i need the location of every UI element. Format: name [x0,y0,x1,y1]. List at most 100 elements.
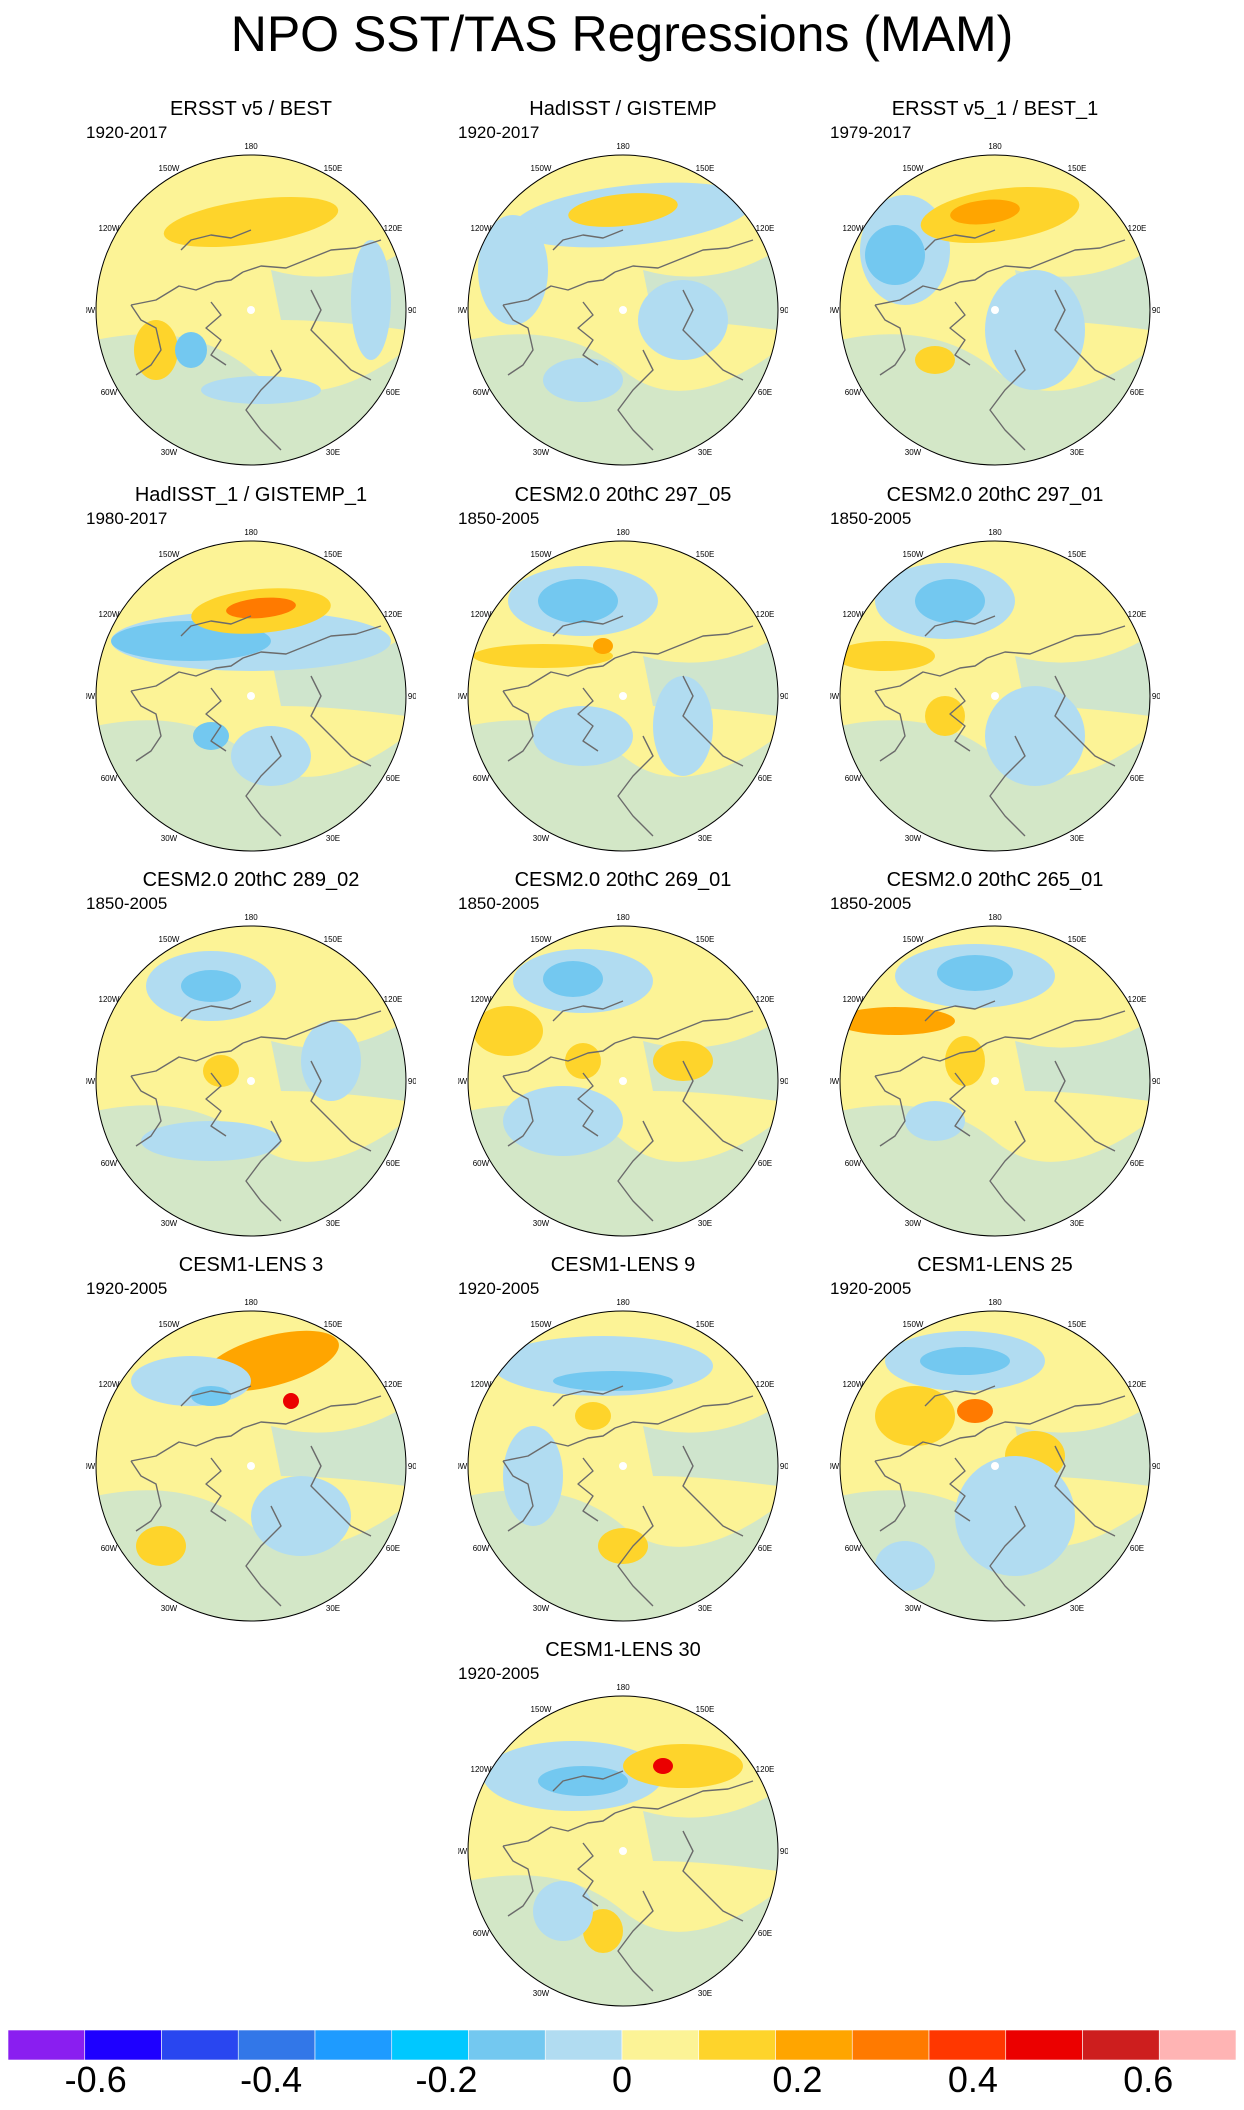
anomaly-region [271,1406,406,1486]
longitude-label: 150W [903,935,924,944]
map-panel: HadISST / GISTEMP 1920-2017 180 150E 120E 9… [458,97,788,467]
coastline [614,1780,754,1814]
longitude-label: 180 [244,142,258,151]
longitude-label: 90E [780,1847,788,1856]
pole-marker [247,1462,255,1470]
longitude-label: 180 [988,142,1002,151]
coastlines [130,229,382,451]
coastline [1054,1060,1116,1152]
anomaly-region [231,726,311,786]
map-border [467,1695,779,2007]
coastlines [502,229,754,451]
anomaly-region [136,1526,186,1566]
polar-map: 180150E120E90E60E30E030W60W90W120W150W [830,913,1160,1237]
colorbar-swatch [698,2030,776,2060]
longitude-label: 120E [384,610,403,619]
coastline [205,1457,227,1522]
anomaly-region [955,1456,1075,1576]
panel-period: 1850-2005 [458,509,540,528]
longitude-label: 30E [1070,834,1084,843]
longitude-label: 60W [101,1159,118,1168]
anomaly-region [478,215,548,325]
anomaly-region [985,270,1085,390]
longitude-label: 120E [756,995,775,1004]
anomaly-region [643,1791,778,1871]
coastline [874,657,988,692]
anomaly-region [643,1406,778,1486]
panel-period: 1920-2005 [458,1279,540,1298]
longitude-label: 30E [1070,1219,1084,1228]
longitude-label: 150W [159,935,180,944]
longitude-label: 120W [471,1765,492,1774]
panel-title: CESM2.0 20thC 297_05 [514,484,732,506]
coastline [552,1385,624,1407]
longitude-label: 30W [161,448,178,457]
polar-map: 180150E120E90E60E30E030W60W90W120W150W [830,1298,1160,1622]
coastline [577,687,599,752]
map-border [839,925,1151,1237]
anomaly-region [96,1490,406,1621]
panel-title: ERSST v5_1 / BEST_1 [891,98,1099,120]
polar-map: 180150E120E90E60E30E030W60W90W120W150W [458,142,788,466]
longitude-label: 60W [473,774,490,783]
longitude-label: 30E [698,1989,712,1998]
pole-marker [247,692,255,700]
panel-period: 1920-2005 [458,1664,540,1683]
coastline [130,1075,162,1147]
longitude-label: 90W [458,692,468,701]
longitude-label: 60E [758,1544,772,1553]
longitude-label: 150E [324,550,343,559]
colorbar-swatch [1005,2030,1083,2060]
coastline [989,349,1026,451]
anomaly-region [950,199,1020,225]
coastlines [502,1000,754,1222]
coastline [617,349,654,451]
longitude-label: 150E [324,164,343,173]
longitude-label: 30W [161,1219,178,1228]
coastline [502,1075,534,1147]
longitude-label: 180 [244,1298,258,1307]
anomaly-region [638,280,728,360]
pole-marker [619,1847,627,1855]
longitude-label: 60W [473,1929,490,1938]
longitude-label: 30W [905,1219,922,1228]
longitude-label: 90W [830,1077,840,1086]
map-border [467,154,779,466]
coastline [874,1042,988,1077]
coastline [577,1457,599,1522]
longitude-label: 30E [1070,448,1084,457]
coastline [130,657,244,692]
longitude-label: 120W [99,1380,120,1389]
anomaly-region [473,1006,543,1056]
panel-period: 1850-2005 [830,894,912,913]
longitude-label: 60W [845,388,862,397]
longitude-label: 60E [758,774,772,783]
panel-period: 1920-2017 [458,123,540,142]
map-panel: CESM1-LENS 9 1920-2005 180 150E 120E 90E 60E… [458,1253,788,1623]
coastline [949,1457,971,1522]
coastline [552,1770,624,1792]
longitude-label: 90W [830,306,840,315]
coastline [924,229,996,251]
coastline [986,1395,1126,1429]
longitude-label: 30W [905,1604,922,1613]
longitude-label: 150W [159,164,180,173]
map-panel: CESM2.0 20thC 297_05 1850-2005 180 150E 12… [458,483,788,853]
coastline [924,615,996,637]
longitude-label: 60E [386,1544,400,1553]
colorbar-tick-label: -0.4 [240,2059,303,2100]
longitude-label: 120E [1128,1380,1147,1389]
anomaly-region [163,197,339,247]
longitude-label: 90W [830,692,840,701]
longitude-label: 150E [324,935,343,944]
anomaly-region [915,579,985,623]
coastline [986,239,1126,273]
longitude-label: 30W [533,1219,550,1228]
pole-marker [619,1077,627,1085]
panel-period: 1980-2017 [86,509,168,528]
coastline [310,1445,372,1537]
longitude-label: 60E [1130,1544,1144,1553]
coastline [949,1072,971,1137]
pole-marker [619,692,627,700]
panel-title: HadISST_1 / GISTEMP_1 [134,484,368,506]
